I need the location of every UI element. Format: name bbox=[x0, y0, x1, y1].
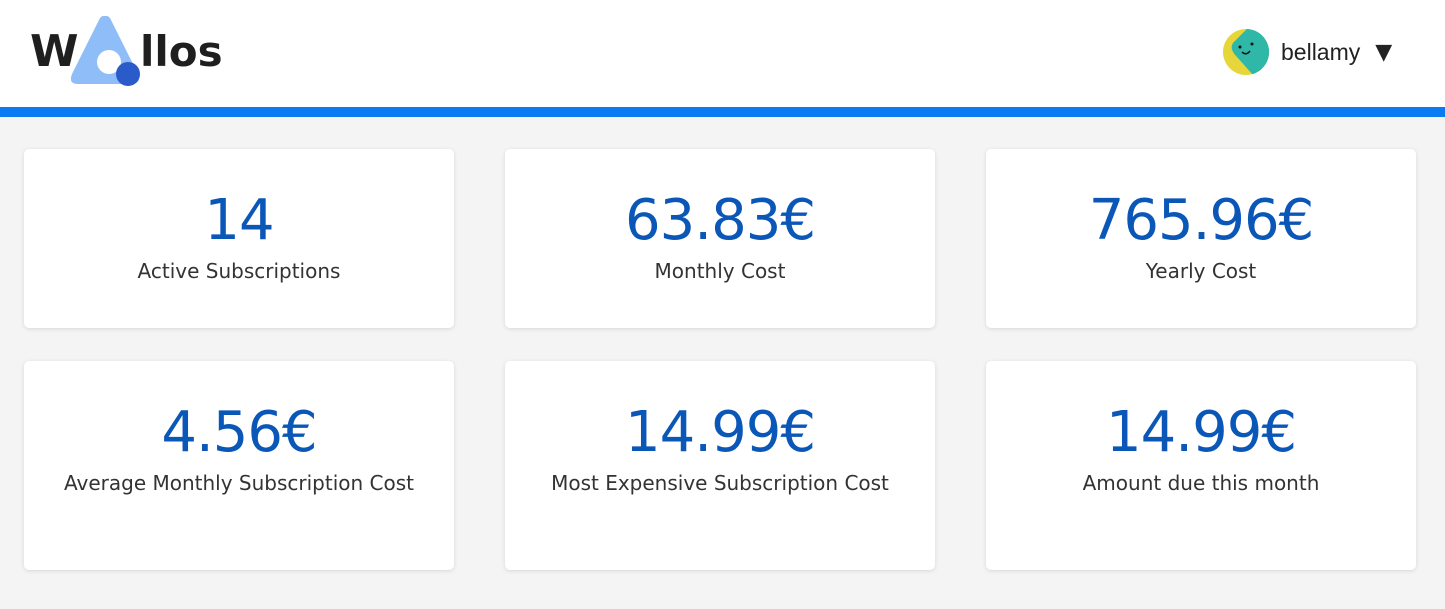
stat-value: 765.96€ bbox=[1088, 188, 1315, 253]
stat-card-amount-due: 14.99€ Amount due this month bbox=[986, 361, 1416, 570]
username: bellamy bbox=[1281, 38, 1361, 65]
stat-value: 4.56€ bbox=[161, 400, 317, 465]
stat-label: Yearly Cost bbox=[1145, 259, 1257, 283]
svg-text:W: W bbox=[30, 26, 79, 77]
stat-value: 14.99€ bbox=[625, 400, 816, 465]
dropdown-caret-icon[interactable]: ▼ bbox=[1375, 39, 1393, 65]
stat-value: 63.83€ bbox=[625, 188, 816, 253]
stat-value: 14.99€ bbox=[1106, 400, 1297, 465]
svg-text:llos: llos bbox=[140, 27, 223, 76]
stat-card-active-subscriptions: 14 Active Subscriptions bbox=[24, 149, 454, 328]
wallos-logo[interactable]: W llos bbox=[30, 16, 230, 88]
header-accent-bar bbox=[0, 107, 1445, 117]
stat-card-yearly-cost: 765.96€ Yearly Cost bbox=[986, 149, 1416, 328]
stat-label: Amount due this month bbox=[1082, 471, 1320, 495]
stat-value: 14 bbox=[204, 188, 274, 253]
user-menu[interactable]: bellamy ▼ bbox=[1223, 29, 1392, 75]
stat-label: Most Expensive Subscription Cost bbox=[551, 471, 889, 495]
header: W llos bellamy ▼ bbox=[0, 0, 1445, 107]
stat-card-average-monthly-cost: 4.56€ Average Monthly Subscription Cost bbox=[24, 361, 454, 570]
stat-card-monthly-cost: 63.83€ Monthly Cost bbox=[505, 149, 935, 328]
stat-label: Average Monthly Subscription Cost bbox=[64, 471, 415, 495]
stat-label: Monthly Cost bbox=[654, 259, 786, 283]
stat-card-most-expensive: 14.99€ Most Expensive Subscription Cost bbox=[505, 361, 935, 570]
smiley-avatar-icon bbox=[1223, 29, 1269, 75]
stat-label: Active Subscriptions bbox=[137, 259, 341, 283]
